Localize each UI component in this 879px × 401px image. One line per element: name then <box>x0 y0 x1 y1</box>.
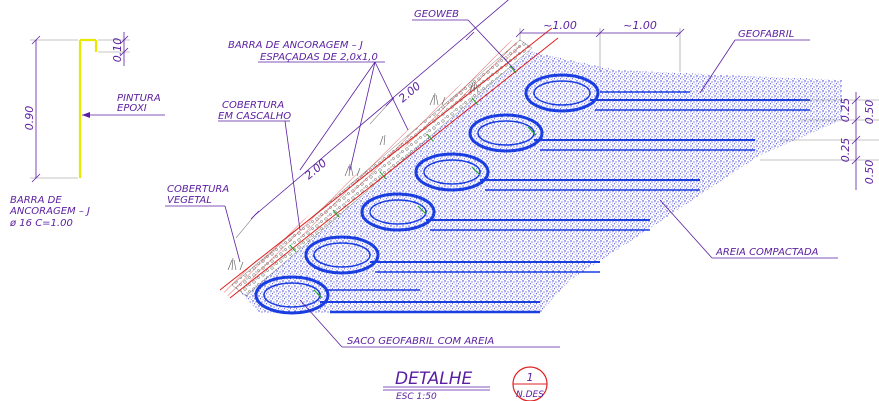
geofabric-bag <box>414 152 700 192</box>
dim-top-a: ~1.00 <box>543 19 577 32</box>
dim-bar-length: 0.90 <box>23 106 36 131</box>
label-barra-detail-1: BARRA DE <box>10 195 62 206</box>
geofabric-bag <box>524 73 810 113</box>
dim-layer-d: 0.50 <box>863 160 876 185</box>
slope-line-outer <box>219 27 553 291</box>
anchor-bar-detail <box>30 32 165 183</box>
dim-layer-c: 0.50 <box>863 100 876 125</box>
label-barra-ancoragem-1: BARRA DE ANCORAGEM – J <box>228 40 363 51</box>
dim-slope-b: 2.00 <box>396 79 423 105</box>
detail-sheet: N.DES <box>516 390 544 400</box>
label-cobertura-vegetal-2: VEGETAL <box>167 195 212 206</box>
geofabric-bag <box>360 192 650 232</box>
label-pintura-2: EPOXI <box>117 103 147 114</box>
label-geoweb: GEOWEB <box>414 9 459 20</box>
label-cobertura-vegetal-1: COBERTURA <box>167 184 229 195</box>
label-cobertura-cascalho-2: EM CASCALHO <box>218 111 291 122</box>
label-geofabril: GEOFABRIL <box>738 29 794 40</box>
dim-top-b: ~1.00 <box>623 19 657 32</box>
geofabric-bag <box>304 235 600 275</box>
label-cobertura-cascalho-1: COBERTURA <box>222 100 284 111</box>
geoweb-marks <box>289 65 517 253</box>
dim-bar-hook: 0.10 <box>111 38 124 63</box>
title-block: DETALHE ESC 1:50 1 N.DES <box>383 366 548 401</box>
label-barra-ancoragem-2: ESPAÇADAS DE 2,0x1,0 <box>260 52 378 63</box>
label-barra-detail-3: ø 16 C=1.00 <box>9 218 73 229</box>
vegetation-tufts <box>227 81 479 271</box>
compacted-sand-body <box>240 50 842 313</box>
title-detalhe: DETALHE <box>395 369 473 389</box>
dim-layer-b: 0.25 <box>839 138 852 163</box>
geofabric-bag <box>254 275 540 315</box>
layer-dimension <box>760 92 879 190</box>
label-saco-geofabril: SACO GEOFABRIL COM AREIA <box>347 336 494 347</box>
top-dimension <box>515 28 685 72</box>
detail-number: 1 <box>527 371 534 384</box>
slope-dimension <box>235 0 509 239</box>
geofabric-bags <box>254 73 810 315</box>
label-barra-detail-2: ANCORAGEM – J <box>9 206 90 217</box>
geofabric-bag <box>468 113 755 153</box>
label-pintura-1: PINTURA <box>117 93 161 104</box>
bag-ties <box>313 126 537 299</box>
label-areia-compactada: AREIA COMPACTADA <box>715 247 819 258</box>
dim-layer-a: 0.25 <box>839 98 852 123</box>
title-scale: ESC 1:50 <box>396 392 437 401</box>
slope-line-inner <box>229 37 559 299</box>
